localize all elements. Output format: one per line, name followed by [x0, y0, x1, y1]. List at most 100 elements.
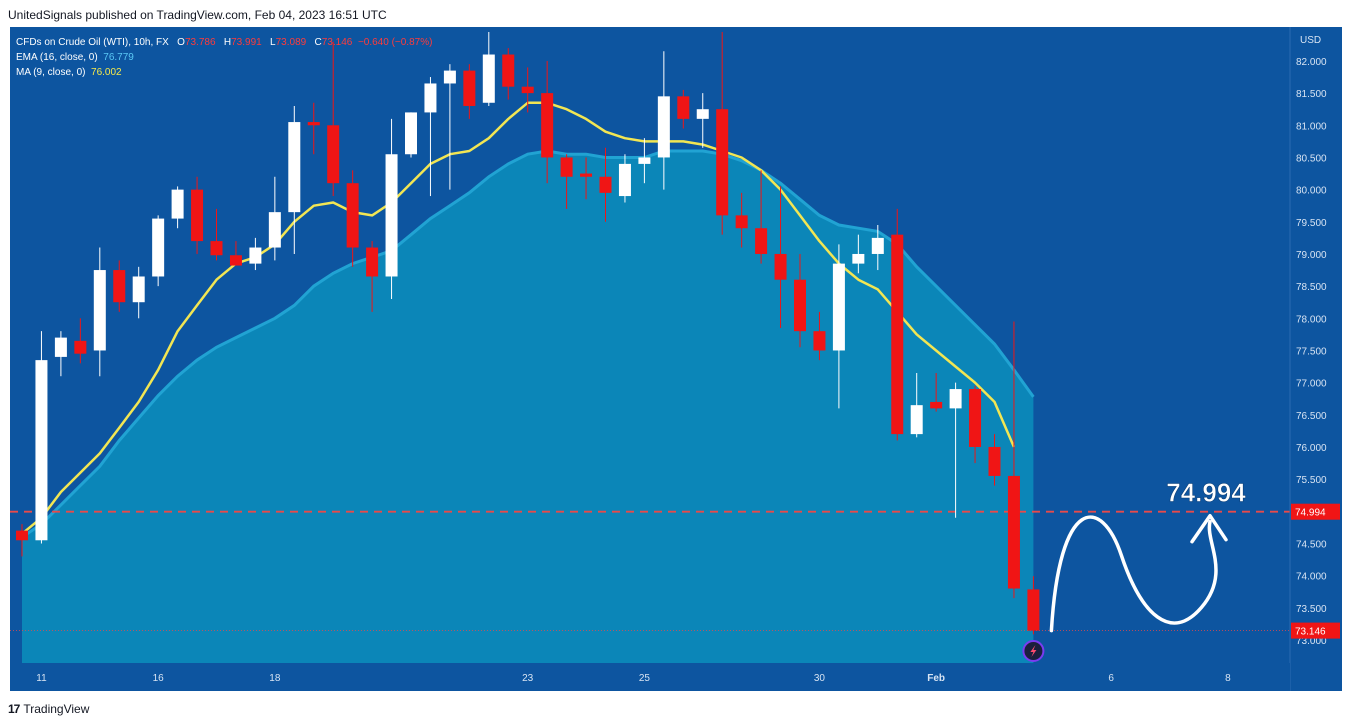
legend-l-label: L: [270, 37, 276, 48]
chart-legend: CFDs on Crude Oil (WTI), 10h, FX O73.786…: [16, 35, 432, 80]
ema-line: [21, 149, 1035, 539]
candle-body: [424, 83, 437, 113]
candle-body: [560, 157, 573, 177]
x-tick-label: 18: [269, 673, 281, 684]
candle-body: [93, 270, 106, 351]
chart-panel[interactable]: 74.994 USD73.00073.50074.00074.50075.000…: [10, 27, 1342, 691]
currency-label: USD: [1300, 35, 1321, 46]
ma-line: [21, 101, 1016, 535]
legend-ema-row: EMA (16, close, 0) 76.779: [16, 50, 432, 65]
legend-h-label: H: [223, 37, 232, 48]
y-tick-label: 81.500: [1296, 89, 1327, 100]
projection-path: [1049, 515, 1218, 633]
candle-body: [638, 157, 651, 164]
candle-body: [1007, 475, 1020, 589]
y-tick-label: 76.500: [1296, 411, 1327, 422]
candle-body: [832, 263, 845, 351]
candle-body: [813, 331, 826, 351]
y-tick-label: 80.000: [1296, 186, 1327, 197]
y-tick-label: 78.000: [1296, 314, 1327, 325]
y-tick-label: 73.500: [1296, 604, 1327, 615]
legend-ma-row: MA (9, close, 0) 76.002: [16, 65, 432, 80]
x-tick-label: 11: [36, 673, 47, 684]
candle-body: [171, 189, 184, 219]
candle-body: [618, 163, 631, 197]
legend-c-label: C: [314, 37, 322, 48]
legend-ema-label: EMA (16, close, 0): [16, 52, 98, 63]
candle-body: [366, 247, 379, 277]
y-tick-label: 77.000: [1296, 379, 1327, 390]
candle-body: [852, 253, 865, 264]
legend-close: 73.146: [321, 37, 353, 48]
candle-body: [1027, 589, 1040, 631]
candle-body: [54, 337, 67, 357]
attribution-text: UnitedSignals published on TradingView.c…: [8, 8, 387, 22]
candle-body: [288, 122, 301, 213]
projection-layer: 74.994: [1022, 477, 1247, 662]
y-tick-label: 74.500: [1296, 539, 1327, 550]
y-tick-label: 74.000: [1296, 572, 1327, 583]
candle-body: [35, 360, 48, 541]
x-tick-label: 25: [639, 673, 651, 684]
x-tick-label: 23: [522, 673, 534, 684]
candle-body: [716, 109, 729, 216]
y-tick-label: 79.000: [1296, 250, 1327, 261]
candle-body: [307, 122, 320, 126]
x-tick-label: 8: [1225, 673, 1231, 684]
x-tick-label: 16: [153, 673, 165, 684]
target-line-layer: [10, 510, 1290, 631]
candle-body: [774, 253, 787, 280]
y-tick-label: 76.000: [1296, 443, 1327, 454]
candle-body: [74, 340, 87, 354]
candle-body: [229, 255, 242, 266]
candle-body: [249, 247, 262, 264]
candle-body: [599, 176, 612, 193]
candle-body: [16, 530, 28, 541]
x-tick-label: Feb: [927, 673, 945, 684]
legend-change: −0.640 (−0.87%): [357, 37, 433, 48]
legend-symbol-row: CFDs on Crude Oil (WTI), 10h, FX O73.786…: [16, 35, 432, 50]
y-tick-label: 73.000: [1296, 636, 1327, 647]
candle-body: [735, 215, 748, 229]
candle-body: [541, 93, 554, 158]
candle-body: [891, 234, 904, 435]
target-big-label: 74.994: [1166, 478, 1246, 508]
candle-body: [463, 70, 476, 106]
footer-branding[interactable]: 17 TradingView: [8, 702, 89, 716]
candle-body: [502, 54, 515, 87]
candle-body: [910, 405, 923, 435]
candle-body: [871, 237, 884, 254]
candle-body: [657, 96, 670, 158]
lightning-icon: [1030, 645, 1037, 657]
candle-body: [405, 112, 417, 155]
price-axis-bg: [1290, 27, 1342, 691]
candle-body: [930, 401, 943, 409]
tradingview-logo-icon: 17: [8, 702, 20, 716]
legend-ema-value: 76.779: [103, 52, 134, 63]
candle-body: [443, 70, 456, 84]
candle-body: [755, 228, 768, 254]
y-tick-label: 80.500: [1296, 153, 1327, 164]
legend-ma-label: MA (9, close, 0): [16, 67, 86, 78]
candle-body: [210, 241, 223, 256]
tradingview-brand: TradingView: [23, 702, 90, 716]
y-tick-label: 77.500: [1296, 346, 1327, 357]
projection-arrow-icon: [1190, 513, 1228, 544]
candle-body: [346, 183, 359, 248]
legend-low: 73.089: [275, 37, 307, 48]
ma-line-layer: [21, 101, 1016, 535]
candle-body: [191, 189, 204, 242]
time-axis-bg: [10, 663, 1290, 691]
candle-body: [677, 96, 690, 119]
target-price-badge-label: 74.994: [1295, 508, 1326, 519]
candle-body: [580, 173, 593, 177]
candle-body: [113, 270, 126, 303]
candle-body: [132, 276, 145, 303]
y-tick-label: 81.000: [1296, 121, 1327, 132]
candle-body: [268, 212, 281, 248]
chart-svg[interactable]: 74.994 USD73.00073.50074.00074.50075.000…: [10, 27, 1342, 691]
candle-body: [696, 109, 709, 119]
x-tick-label: 6: [1108, 673, 1114, 684]
candle-body: [327, 125, 340, 184]
x-tick-label: 30: [814, 673, 826, 684]
